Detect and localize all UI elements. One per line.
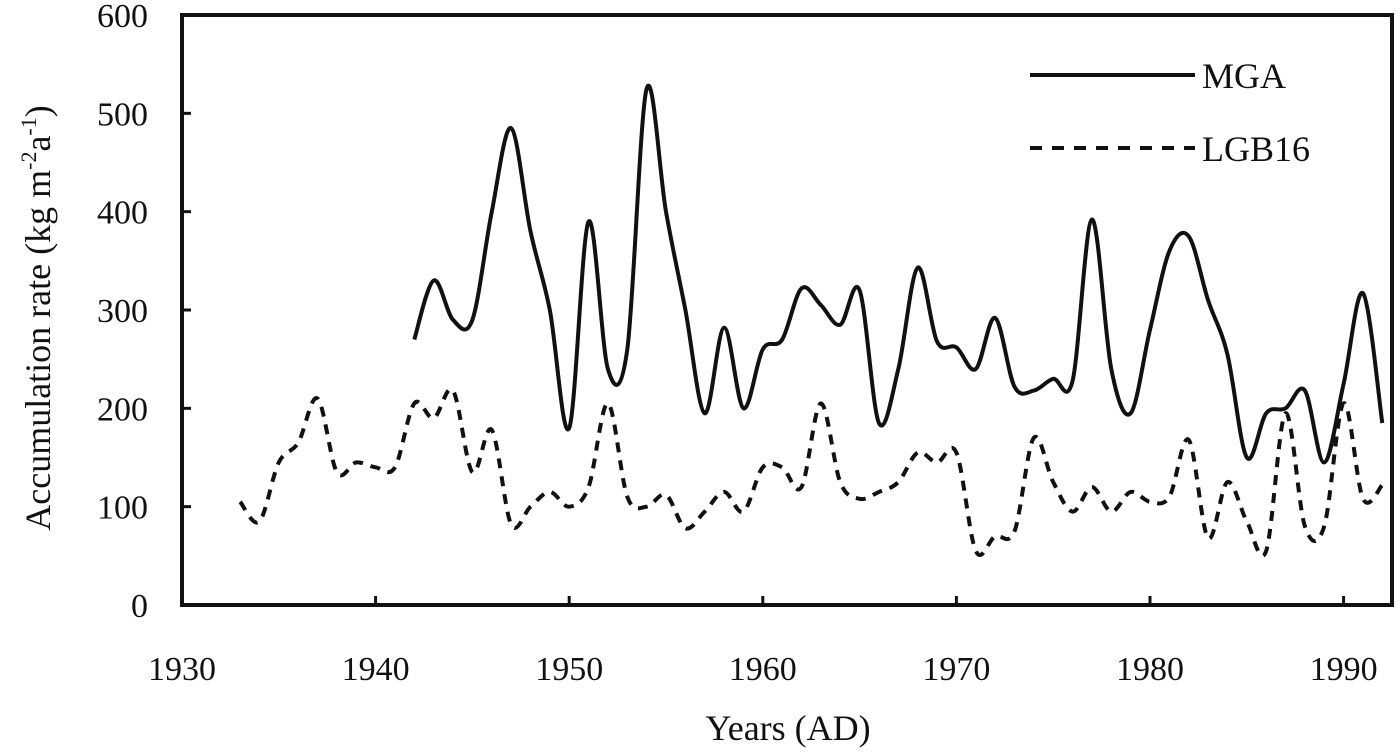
y-axis-title-main: Accumulation rate (kg m [18,170,58,531]
x-tick-label: 1970 [922,651,990,688]
legend-lgb16-label: LGB16 [1202,129,1310,169]
x-tick-label: 1940 [342,651,410,688]
x-axis-title: Years (AD) [705,708,870,748]
x-tick-label: 1930 [148,651,216,688]
y-axis-title: Accumulation rate (kg m-2a-1) [16,105,58,531]
y-tick-label: 600 [97,0,148,35]
y-tick-label: 400 [97,195,148,232]
y-tick-label: 200 [97,391,148,428]
y-axis-title-sup2: -1 [16,117,41,135]
x-tick-label: 1990 [1310,651,1378,688]
x-tick-label: 1960 [729,651,797,688]
series-layer [238,83,1385,558]
ticks-layer: 1930 1940 1950 1960 1970 1980 1990 0 100 200 300 40… [97,0,1378,688]
x-tick-label: 1950 [535,651,603,688]
x-tick-label: 1980 [1116,651,1184,688]
y-tick-label: 100 [97,490,148,527]
y-axis-title-end: ) [18,105,58,117]
y-tick-label: 0 [131,588,148,625]
y-axis-title-mid: a [18,136,58,152]
series-line-lgb16 [238,387,1384,558]
y-axis-title-sup1: -2 [16,152,41,170]
legend: MGA LGB16 [1030,56,1310,169]
y-tick-label: 300 [97,293,148,330]
y-tick-label: 500 [97,96,148,133]
series-line-mga [412,83,1385,465]
legend-mga-label: MGA [1202,56,1286,96]
